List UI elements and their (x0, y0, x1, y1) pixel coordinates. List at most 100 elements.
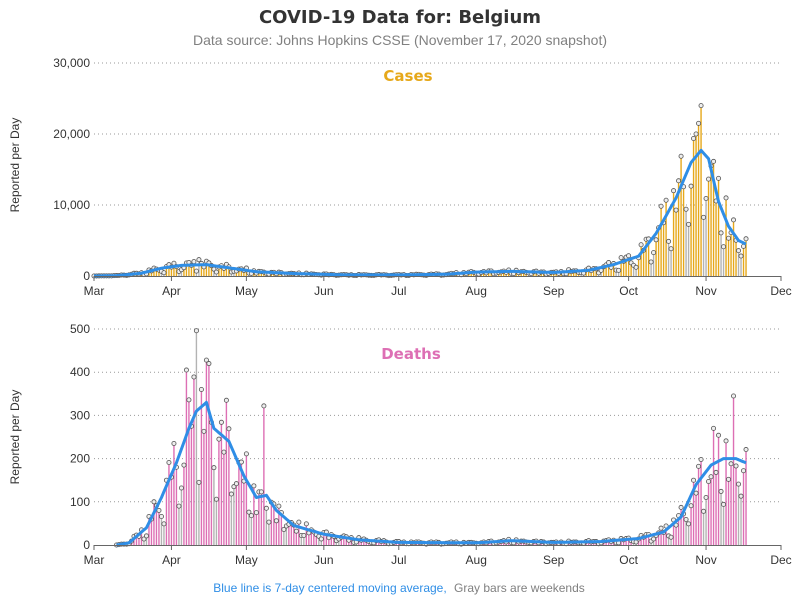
cases-data-point (673, 207, 679, 213)
deaths-data-point (726, 476, 732, 482)
cases-data-point (666, 238, 672, 244)
cases-x-tick-label: May (235, 284, 258, 298)
cases-x-tick-label: Oct (619, 284, 638, 298)
deaths-data-point (201, 428, 207, 434)
deaths-data-point (218, 419, 224, 425)
deaths-data-point (703, 494, 709, 500)
deaths-data-point (293, 528, 299, 534)
deaths-data-point (273, 518, 279, 524)
cases-data-point (213, 269, 219, 275)
cases-data-point (638, 242, 644, 248)
cases-data-point (691, 136, 697, 142)
deaths-data-point (301, 532, 307, 538)
deaths-bars (118, 330, 747, 545)
deaths-data-point (156, 507, 162, 513)
deaths-y-tick-label: 500 (70, 322, 90, 336)
cases-x-tick-label: Dec (770, 284, 791, 298)
deaths-data-point (296, 519, 302, 525)
cases-x-tick-label: Nov (695, 284, 716, 298)
deaths-data-point (718, 488, 724, 494)
cases-data-point (648, 259, 654, 265)
deaths-data-point (678, 504, 684, 510)
deaths-data-point (151, 499, 157, 505)
deaths-data-point (226, 426, 232, 432)
deaths-y-tick-label: 400 (70, 365, 90, 379)
deaths-data-point (198, 386, 204, 392)
deaths-x-tick-label: Jun (314, 553, 333, 567)
deaths-data-point (723, 438, 729, 444)
chart-subtitle: Data source: Johns Hopkins CSSE (Novembe… (193, 32, 607, 48)
cases-data-point (616, 267, 622, 273)
cases-data-point (651, 250, 657, 256)
cases-data-point (678, 153, 684, 159)
deaths-x-tick-label: Mar (84, 553, 105, 567)
cases-y-tick-label: 0 (83, 269, 90, 283)
cases-y-tick-label: 20,000 (53, 127, 90, 141)
deaths-data-point (693, 490, 699, 496)
cases-y-tick-label: 10,000 (53, 198, 90, 212)
deaths-panel: Mar Apr May Jun Jul Aug Sep Oct Nov Dec 0 100 200 30… (8, 322, 792, 567)
deaths-grid (94, 328, 781, 503)
deaths-data-point (186, 397, 192, 403)
deaths-data-point (228, 491, 234, 497)
cases-data-point (731, 217, 737, 223)
cases-data-point (743, 236, 749, 242)
cases-y-axis-label: Reported per Day (8, 118, 22, 213)
deaths-x-tick-label: Oct (619, 553, 638, 567)
deaths-data-point (266, 519, 272, 525)
cases-y-axis: 0 10,000 20,000 30,000 (53, 56, 90, 283)
deaths-panel-title: Deaths (381, 345, 441, 363)
cases-data-point (626, 253, 632, 259)
deaths-data-point (276, 503, 282, 509)
deaths-data-point (171, 440, 177, 446)
cases-data-point (668, 246, 674, 252)
deaths-data-point (178, 485, 184, 491)
deaths-data-point (216, 436, 222, 442)
deaths-data-point (223, 397, 229, 403)
cases-x-tick-label: Jul (391, 284, 406, 298)
deaths-data-point (711, 425, 717, 431)
cases-data-point (683, 206, 689, 212)
cases-data-point (723, 195, 729, 201)
deaths-data-point (203, 357, 209, 363)
deaths-x-tick-label: Sep (543, 553, 565, 567)
cases-x-axis: Mar Apr May Jun Jul Aug Sep Oct Nov Dec (84, 276, 792, 298)
deaths-data-point (221, 449, 227, 455)
deaths-data-point (206, 361, 212, 367)
deaths-data-point (683, 517, 689, 523)
deaths-x-tick-label: Jul (391, 553, 406, 567)
deaths-data-point (721, 501, 727, 507)
deaths-data-point (253, 510, 259, 516)
deaths-x-tick-label: Nov (695, 553, 716, 567)
deaths-data-point (688, 503, 694, 509)
deaths-data-point (651, 536, 657, 542)
deaths-y-tick-label: 0 (83, 538, 90, 552)
cases-x-tick-label: Jun (314, 284, 333, 298)
cases-data-point (633, 264, 639, 270)
deaths-data-point (738, 493, 744, 499)
chart-title: COVID-19 Data for: Belgium (259, 7, 541, 28)
cases-data-point (698, 103, 704, 109)
deaths-data-point (181, 462, 187, 468)
cases-data-point (663, 197, 669, 203)
deaths-data-point (733, 463, 739, 469)
deaths-y-tick-label: 300 (70, 408, 90, 422)
deaths-data-point (736, 481, 742, 487)
deaths-y-axis: 0 100 200 300 400 500 (70, 322, 90, 552)
cases-data-point (711, 158, 717, 164)
deaths-data-point (176, 503, 182, 509)
cases-data-point (653, 237, 659, 243)
cases-moving-average-line (94, 148, 747, 278)
deaths-data-point (743, 447, 749, 453)
deaths-data-point (258, 489, 264, 495)
deaths-data-point (708, 474, 714, 480)
cases-data-point (716, 175, 722, 181)
deaths-x-tick-label: Aug (466, 553, 487, 567)
deaths-data-point (713, 469, 719, 475)
cases-y-tick-label: 30,000 (53, 56, 90, 70)
footnote: Blue line is 7-day centered moving avera… (213, 581, 585, 595)
deaths-data-point (741, 468, 747, 474)
deaths-x-axis: Mar Apr May Jun Jul Aug Sep Oct Nov Dec (84, 545, 792, 567)
deaths-data-point (243, 451, 249, 457)
